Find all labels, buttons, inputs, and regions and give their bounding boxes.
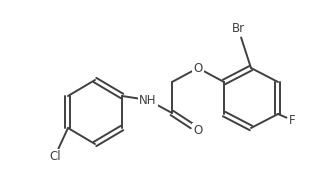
Text: O: O — [194, 124, 203, 137]
Text: O: O — [194, 61, 203, 74]
Text: F: F — [289, 114, 295, 127]
Text: NH: NH — [139, 93, 157, 106]
Text: Cl: Cl — [49, 149, 61, 162]
Text: Br: Br — [232, 21, 245, 34]
